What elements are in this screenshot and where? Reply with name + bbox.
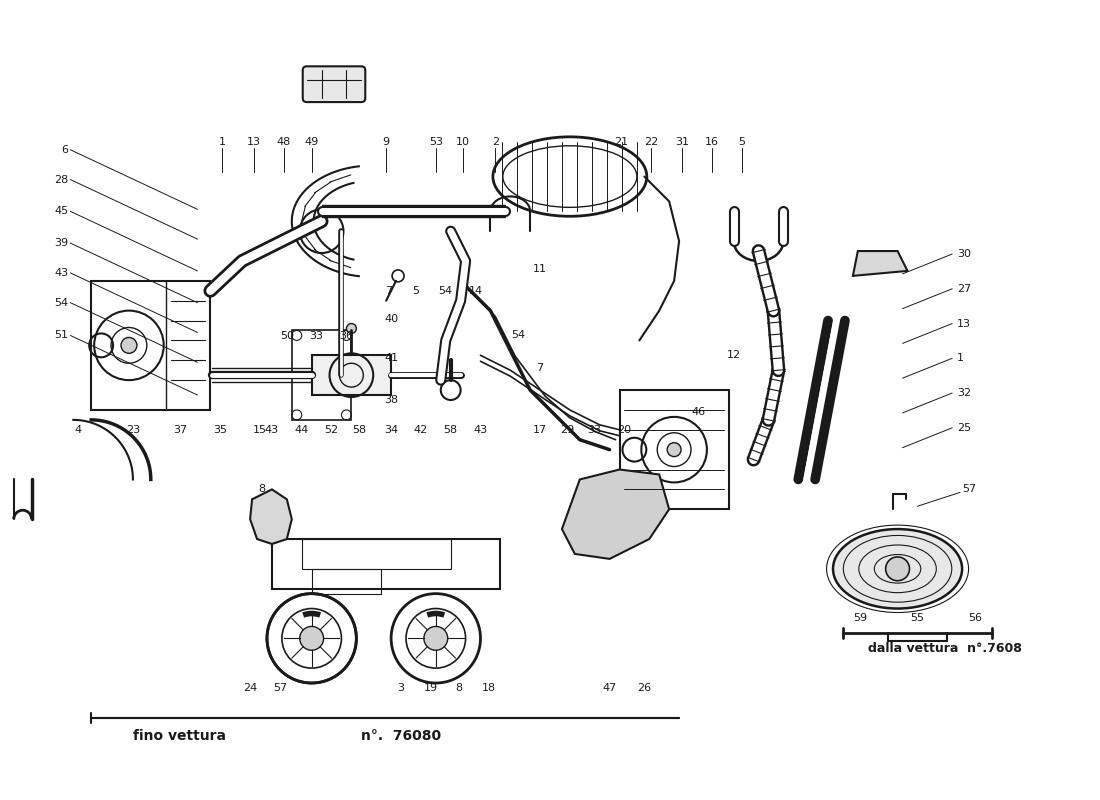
Text: 43: 43 [473,425,487,434]
Polygon shape [311,355,392,395]
Text: 38: 38 [384,395,398,405]
Circle shape [299,626,323,650]
Circle shape [121,338,136,354]
Text: n°.  76080: n°. 76080 [361,729,441,742]
Text: 55: 55 [911,614,924,623]
Text: 13: 13 [248,137,261,147]
Text: 3: 3 [397,683,405,693]
Circle shape [424,626,448,650]
Text: 44: 44 [295,425,309,434]
Text: 6: 6 [62,145,68,154]
Polygon shape [852,251,907,276]
Text: 12: 12 [727,350,740,360]
Text: 7: 7 [537,363,543,374]
Text: 46: 46 [692,407,706,417]
Text: 22: 22 [645,137,659,147]
Circle shape [668,442,681,457]
Text: 41: 41 [384,354,398,363]
Text: 43: 43 [265,425,279,434]
Text: 10: 10 [455,137,470,147]
Text: 35: 35 [213,425,228,434]
Text: 16: 16 [705,137,719,147]
Text: 48: 48 [277,137,292,147]
Text: 14: 14 [469,286,483,296]
Text: 59: 59 [852,614,867,623]
Text: 11: 11 [534,264,547,274]
Text: 51: 51 [54,330,68,341]
Text: 57: 57 [273,683,287,693]
Text: 58: 58 [352,425,366,434]
Text: 52: 52 [324,425,339,434]
Text: 50: 50 [279,331,294,342]
Text: 45: 45 [54,206,68,216]
Text: 34: 34 [384,425,398,434]
Text: 2: 2 [492,137,499,147]
Text: 1: 1 [219,137,225,147]
Text: 39: 39 [54,238,68,248]
Text: 54: 54 [512,330,526,341]
Text: 54: 54 [54,298,68,308]
Circle shape [886,557,910,581]
Text: 40: 40 [384,314,398,323]
Text: 4: 4 [75,425,81,434]
Text: 53: 53 [429,137,443,147]
Text: 32: 32 [957,388,971,398]
Text: 1: 1 [957,354,965,363]
Text: 54: 54 [439,286,453,296]
Text: 49: 49 [305,137,319,147]
Text: 33: 33 [587,425,602,434]
Text: 26: 26 [637,683,651,693]
Text: 24: 24 [243,683,257,693]
Text: 43: 43 [54,268,68,278]
Text: 31: 31 [675,137,689,147]
Text: 21: 21 [615,137,628,147]
Text: 42: 42 [414,425,428,434]
Text: 29: 29 [560,425,574,434]
Circle shape [346,323,356,334]
Text: 20: 20 [617,425,631,434]
Text: 19: 19 [424,683,438,693]
Text: 25: 25 [957,423,971,433]
Text: 8: 8 [258,484,265,494]
Text: 33: 33 [309,331,323,342]
Text: 18: 18 [482,683,495,693]
Text: 5: 5 [412,286,419,296]
Text: 47: 47 [603,683,617,693]
Text: 30: 30 [957,249,971,259]
Text: 15: 15 [253,425,267,434]
FancyBboxPatch shape [302,66,365,102]
Text: 17: 17 [534,425,547,434]
Text: 27: 27 [957,284,971,294]
Text: 5: 5 [738,137,745,147]
Text: 36: 36 [340,331,353,342]
Text: 56: 56 [968,614,982,623]
Text: 58: 58 [443,425,458,434]
Polygon shape [250,490,292,544]
Text: 23: 23 [125,425,140,434]
Polygon shape [562,470,669,559]
Text: fino vettura: fino vettura [133,729,226,742]
Text: 13: 13 [957,318,971,329]
Text: dalla vettura  n°.7608: dalla vettura n°.7608 [868,642,1022,654]
Text: 9: 9 [383,137,389,147]
Text: 7: 7 [386,286,393,296]
Text: 37: 37 [174,425,188,434]
Ellipse shape [833,529,962,609]
Text: 57: 57 [962,484,976,494]
Text: 28: 28 [54,174,68,185]
Text: 8: 8 [455,683,462,693]
